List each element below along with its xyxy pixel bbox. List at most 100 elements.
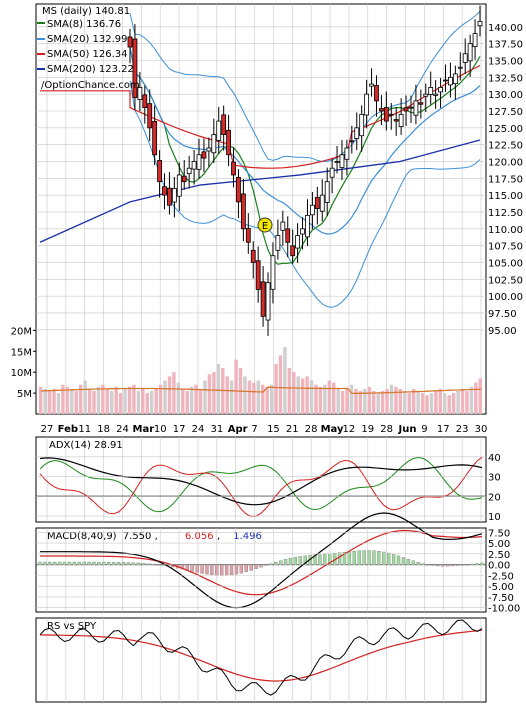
candle-body (383, 107, 389, 122)
volume-bar (158, 384, 163, 414)
volume-bar (118, 393, 123, 414)
volume-bar (274, 363, 278, 414)
volume-bar (225, 376, 229, 414)
macd-value: 7.550 (123, 531, 152, 542)
price-tick-label: 117.50 (488, 174, 523, 185)
minus-di-line (39, 456, 483, 517)
candle-body (403, 107, 409, 112)
macd-histogram-bar (62, 561, 67, 565)
volume-bar (349, 384, 354, 414)
price-tick-label: 130.00 (488, 90, 523, 101)
volume-bar (394, 386, 398, 414)
candle-body (280, 221, 286, 231)
legend-swatch-sma200 (37, 68, 45, 70)
adx-tick-label: 30 (488, 473, 501, 484)
candle-body (457, 66, 463, 69)
volume-bar (420, 393, 425, 414)
volume-bar (56, 393, 61, 414)
volume-bar (380, 391, 385, 414)
volume-bar (269, 384, 274, 414)
volume-bar (74, 391, 78, 414)
volume-bar (287, 368, 292, 414)
macd-legend: MACD(8,40,9) 7.550 , 6.056 , 1.496 (47, 531, 262, 542)
volume-bar (438, 388, 443, 414)
candle-body (181, 175, 187, 183)
macd-histogram-bar (406, 558, 410, 565)
plus-di-line (39, 456, 483, 513)
candle-body (398, 113, 404, 127)
volume-bar (252, 382, 256, 414)
sma50-line (40, 65, 481, 169)
rs-title: RS vs SPY (47, 621, 97, 632)
rs-panel (39, 619, 483, 696)
macd-histogram-bar (190, 564, 194, 572)
x-tick-label: 10 (154, 424, 167, 435)
candle-body (132, 38, 138, 98)
candle-body (167, 187, 172, 206)
candle-body (408, 106, 414, 109)
candle-body (472, 33, 478, 48)
volume-bar (265, 386, 269, 414)
volume-bar (141, 388, 145, 414)
volume-bar (332, 382, 336, 414)
band-upper (129, 11, 481, 163)
sma200-line (39, 139, 481, 243)
macd-histogram-bar (259, 564, 263, 568)
volume-bar (345, 388, 349, 414)
bollinger-bands (129, 11, 481, 308)
macd-histogram-bar (362, 550, 366, 565)
macd-histogram-bar (377, 551, 381, 565)
macd-title: MACD(8,40,9) 7.550 , 6.056 , 1.496 (47, 531, 262, 542)
price-tick-label: 100.00 (488, 292, 523, 303)
volume-bar (198, 388, 203, 414)
x-tick-label: 30 (475, 424, 488, 435)
volume-bar (256, 380, 260, 414)
volume-bar (243, 376, 247, 414)
price-tick-label: 95.00 (488, 326, 517, 337)
volume-bar (447, 395, 451, 414)
candle-body (305, 214, 310, 238)
candle-body (369, 83, 374, 87)
macd-histogram-bar (234, 564, 239, 575)
volume-bar (407, 393, 411, 414)
legend-sma20: SMA(20) 132.99 (47, 34, 128, 45)
candle-body (171, 188, 177, 203)
macd-histogram-bar (391, 554, 396, 565)
volume-bar (70, 388, 74, 414)
volume-bar (465, 391, 469, 414)
legend-sma8: SMA(8) 136.76 (47, 19, 121, 30)
volume-bar (403, 391, 407, 414)
macd-tick-label: 5.00 (488, 539, 510, 550)
macd-histogram-bar (239, 564, 244, 574)
x-tick-label: 24 (116, 424, 129, 435)
x-tick-label: 23 (456, 424, 469, 435)
volume-bar (336, 388, 340, 414)
macd-tick-label: 2.50 (488, 550, 510, 561)
candle-body (433, 93, 439, 96)
volume-bar (247, 380, 252, 414)
x-tick-label: 21 (286, 424, 299, 435)
adx-title: ADX(14) 28.91 (49, 440, 123, 451)
macd-histogram-bar (220, 564, 224, 576)
volume-bar (363, 388, 367, 414)
candle-body (236, 176, 241, 203)
panel-frame (35, 527, 487, 613)
price-tick-label: 140.00 (488, 23, 523, 34)
candle-body (231, 161, 236, 176)
candle-body (206, 147, 212, 152)
price-axis: 95.00 97.50 100.00 102.50 105.00 107.50 110.00… (488, 23, 523, 337)
candle-body (157, 160, 162, 183)
volume-bar (132, 384, 136, 414)
macd-histogram-bar (274, 561, 278, 565)
macd-signal-value: 6.056 (185, 531, 214, 542)
macd-histogram-bar (372, 550, 376, 565)
macd-histogram-bar (121, 562, 126, 565)
earnings-marker-circle[interactable] (257, 217, 273, 233)
candle-body (477, 20, 483, 27)
volume-bar (469, 386, 474, 414)
candle-body (147, 103, 153, 129)
price-tick-label: 120.00 (488, 157, 523, 168)
candle-body (329, 167, 335, 178)
earnings-marker[interactable]: E (257, 217, 273, 233)
macd-tick-label: 0.00 (488, 561, 510, 572)
